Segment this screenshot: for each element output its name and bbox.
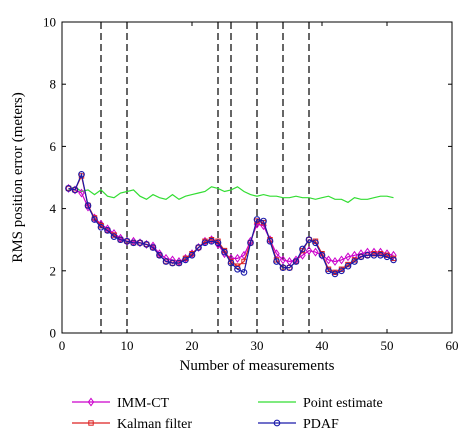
legend-item: IMM-CT bbox=[72, 396, 170, 411]
legend-item: PDAF bbox=[258, 417, 339, 432]
x-axis-title: Number of measurements bbox=[180, 358, 335, 374]
y-tick-label: 4 bbox=[50, 201, 57, 216]
legend: IMM-CT Kalman filter Point estimate PDAF bbox=[72, 396, 383, 432]
y-tick-label: 0 bbox=[50, 326, 57, 341]
x-tick-label: 30 bbox=[251, 338, 264, 353]
x-tick-label: 50 bbox=[381, 338, 394, 353]
legend-label: PDAF bbox=[303, 417, 339, 432]
x-tick-label: 0 bbox=[59, 338, 66, 353]
x-tick-label: 60 bbox=[446, 338, 459, 353]
x-tick-label: 10 bbox=[121, 338, 134, 353]
legend-item: Kalman filter bbox=[72, 417, 192, 432]
y-tick-label: 8 bbox=[50, 77, 57, 92]
y-tick-label: 2 bbox=[50, 263, 57, 278]
plot-area bbox=[66, 22, 397, 333]
axes: 0 10 20 30 40 50 60 0 2 4 6 8 10 bbox=[43, 15, 459, 354]
legend-item: Point estimate bbox=[258, 396, 383, 411]
y-tick-label: 10 bbox=[43, 15, 56, 30]
legend-label: IMM-CT bbox=[117, 396, 170, 411]
y-tick-label: 6 bbox=[50, 139, 57, 154]
x-tick-label: 20 bbox=[186, 338, 199, 353]
legend-label: Point estimate bbox=[303, 396, 383, 411]
y-axis-title: RMS position error (meters) bbox=[10, 92, 26, 262]
legend-label: Kalman filter bbox=[117, 417, 192, 432]
x-tick-label: 40 bbox=[316, 338, 329, 353]
